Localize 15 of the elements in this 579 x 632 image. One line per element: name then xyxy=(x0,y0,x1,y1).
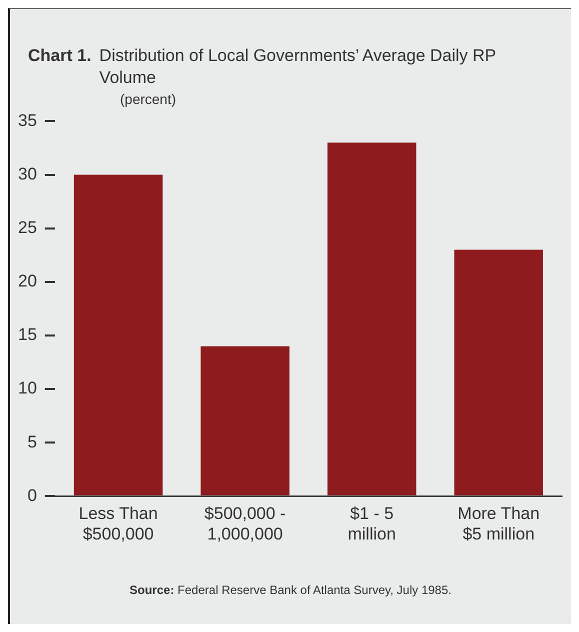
y-tick-label: 25 xyxy=(18,218,37,238)
x-tick-label: More Than $5 million xyxy=(458,504,540,544)
y-tick-label: 20 xyxy=(18,272,37,291)
source-note: Source: Federal Reserve Bank of Atlanta Survey, July 1985. xyxy=(128,583,452,597)
x-tick-label: Less Than $500,000 xyxy=(78,504,158,544)
y-tick-label: 15 xyxy=(18,325,37,344)
y-axis-title: (percent) xyxy=(119,91,178,107)
y-tick-label: 0 xyxy=(27,486,37,505)
x-tick-label: $500,000 - 1,000,000 xyxy=(204,504,286,544)
x-tick-label: $1 - 5 million xyxy=(348,504,396,544)
chart-title: Chart 1. Distribution of Local Governments’ Average Daily RP Volume xyxy=(28,45,497,89)
y-tick-label: 30 xyxy=(18,164,37,184)
y-tick-label: 35 xyxy=(18,110,37,130)
y-tick-label: 5 xyxy=(27,432,37,452)
y-tick-label: 10 xyxy=(18,378,37,398)
